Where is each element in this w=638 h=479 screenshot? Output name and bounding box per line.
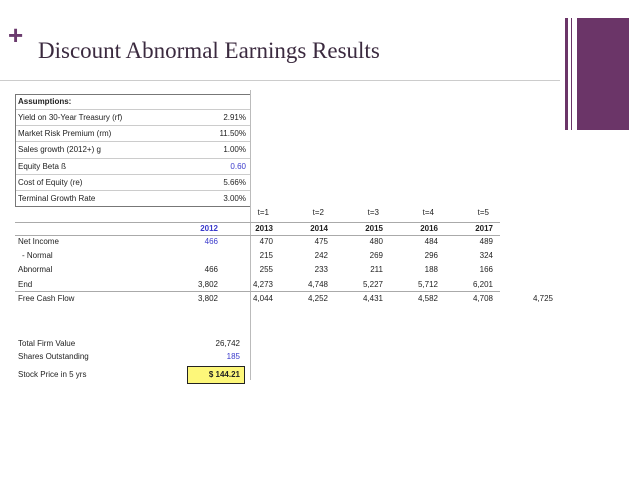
rule: [15, 222, 500, 223]
cell: 466: [204, 265, 218, 274]
cell: 489: [479, 237, 493, 246]
cell: 233: [314, 265, 328, 274]
cell: 242: [314, 251, 328, 260]
assumption-label: Yield on 30-Year Treasury (rf): [18, 113, 123, 122]
year: 2013: [255, 224, 273, 233]
cell: 475: [314, 237, 328, 246]
summary-label: Shares Outstanding: [18, 352, 89, 361]
period: t=4: [422, 208, 434, 217]
cell: 4,431: [362, 294, 383, 303]
cell: 4,582: [417, 294, 438, 303]
period: t=1: [257, 208, 269, 217]
cell: 188: [424, 265, 438, 274]
cell: 3,802: [197, 280, 218, 289]
cell: 4,273: [252, 280, 273, 289]
rule: [16, 141, 250, 143]
cell: 6,201: [472, 280, 493, 289]
assumption-label: Sales growth (2012+) g: [18, 145, 101, 155]
period: t=3: [367, 208, 379, 217]
assumption-value: 3.00%: [223, 194, 246, 203]
rule: [15, 235, 500, 236]
cell: 5,712: [417, 280, 438, 289]
rule: [16, 125, 250, 127]
cell: 4,708: [472, 294, 493, 303]
title-rule: [0, 80, 560, 81]
rule: [16, 173, 250, 175]
rule: [15, 206, 250, 207]
assumptions-title: Assumptions:: [18, 97, 72, 106]
row-label: Free Cash Flow: [18, 294, 75, 303]
year: 2016: [420, 224, 438, 233]
period: t=5: [477, 208, 489, 217]
row-label: End: [18, 280, 33, 289]
slide-title: Discount Abnormal Earnings Results: [38, 38, 380, 63]
side-line: [571, 18, 572, 130]
assumption-value: 2.91%: [223, 113, 246, 122]
rule: [15, 94, 16, 206]
rule: [16, 190, 250, 191]
cell: 5,227: [362, 280, 383, 289]
rule: [15, 94, 250, 95]
cell: 269: [369, 251, 383, 260]
cell: 466: [204, 237, 218, 246]
cell: 4,252: [307, 294, 328, 303]
cell: 3,802: [197, 294, 218, 303]
assumption-label: Terminal Growth Rate: [18, 194, 96, 203]
assumption-value: 5.66%: [223, 177, 246, 187]
cell: 166: [479, 265, 493, 274]
summary-label: Total Firm Value: [18, 339, 76, 348]
highlight-box: [187, 366, 245, 384]
cell: 484: [424, 237, 438, 246]
rule: [16, 109, 250, 110]
cell: 480: [369, 237, 383, 246]
row-label: Net Income: [18, 237, 59, 246]
summary-value: $ 144.21: [208, 370, 240, 379]
plus: +: [8, 20, 24, 50]
assumption-value: 11.50%: [219, 129, 246, 139]
summary-value: 185: [226, 352, 240, 361]
cell: 211: [370, 265, 383, 274]
rule: [16, 157, 250, 159]
cell: 255: [259, 265, 273, 274]
side-line: [565, 18, 568, 130]
year: 2014: [310, 224, 328, 233]
summary-label: Stock Price in 5 yrs: [18, 370, 87, 379]
assumption-value: 0.60: [230, 161, 246, 171]
cell: 4,748: [307, 280, 328, 289]
period: t=2: [312, 208, 324, 217]
cell: 470: [259, 237, 273, 246]
assumption-label: Equity Beta ß: [18, 161, 67, 171]
summary-value: 26,742: [215, 339, 240, 348]
row-label: - Normal: [22, 251, 53, 260]
year: 2017: [475, 224, 493, 233]
assumption-label: Market Risk Premium (rm): [18, 129, 112, 139]
cell: 296: [424, 251, 438, 260]
year: 2015: [365, 224, 383, 233]
rule: [15, 291, 500, 292]
row-label: Abnormal: [18, 265, 53, 274]
year: 2012: [200, 224, 218, 233]
cell: 324: [479, 251, 493, 260]
cell: 4,725: [532, 294, 553, 303]
cell: 215: [259, 251, 273, 260]
assumption-label: Cost of Equity (re): [18, 177, 83, 187]
cell: 4,044: [252, 294, 273, 303]
assumption-value: 1.00%: [223, 145, 246, 155]
side-bar: [577, 18, 629, 130]
